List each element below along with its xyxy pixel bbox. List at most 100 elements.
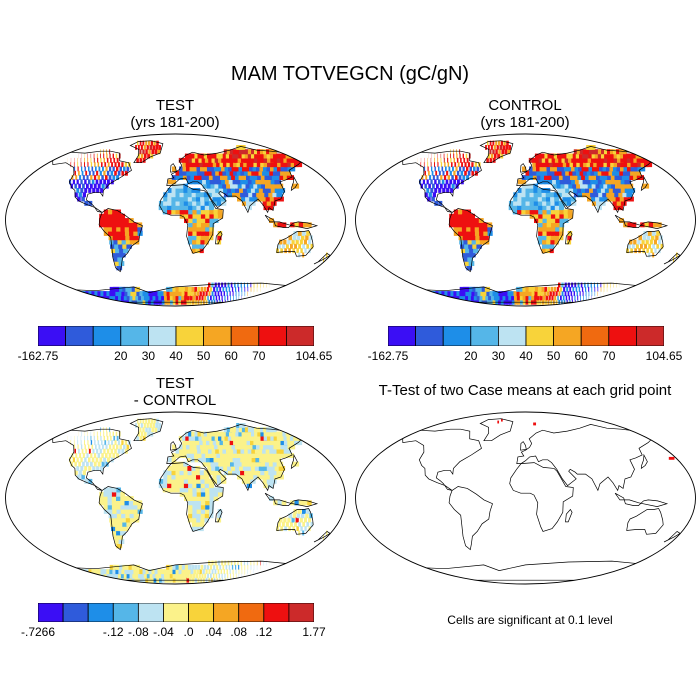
grid-cell xyxy=(615,183,622,189)
panel-title-control-line1: CONTROL xyxy=(488,97,562,114)
grid-cell xyxy=(196,444,202,450)
grid-cell xyxy=(189,295,193,301)
grid-cell xyxy=(525,200,531,206)
grid-cell xyxy=(235,569,237,575)
grid-cell xyxy=(441,179,445,185)
grid-cell xyxy=(461,218,467,223)
grid-cell xyxy=(157,569,162,575)
grid-cell xyxy=(257,196,264,202)
grid-cell xyxy=(187,239,193,245)
grid-cell xyxy=(179,192,185,198)
grid-cell xyxy=(222,286,225,292)
grid-cell xyxy=(145,149,148,155)
grid-cell xyxy=(113,157,116,163)
grid-cell xyxy=(211,157,217,163)
colorbar-swatch xyxy=(388,326,417,346)
grid-cell xyxy=(211,435,217,441)
grid-cell xyxy=(207,573,209,579)
grid-cell xyxy=(107,504,113,510)
grid-cell xyxy=(116,444,119,450)
grid-cell xyxy=(197,453,203,458)
grid-cell xyxy=(101,453,104,458)
grid-cell xyxy=(179,478,185,484)
grid-cell xyxy=(478,218,484,223)
grid-cell xyxy=(208,291,211,297)
grid-cell xyxy=(490,145,493,150)
grid-cell xyxy=(91,457,95,463)
grid-cell xyxy=(576,183,582,189)
grid-cell xyxy=(265,196,272,202)
grid-cell xyxy=(105,453,108,458)
grid-cell xyxy=(522,286,527,292)
grid-cell xyxy=(236,192,242,198)
grid-cell xyxy=(81,166,83,172)
grid-cell xyxy=(80,457,83,463)
grid-cell xyxy=(99,179,103,185)
colorbar-swatch xyxy=(92,326,122,346)
grid-cell xyxy=(596,200,602,206)
grid-cell xyxy=(459,286,466,292)
map-outline xyxy=(5,411,346,585)
grid-cell xyxy=(81,474,85,480)
grid-cell xyxy=(167,466,173,471)
grid-cell xyxy=(647,231,652,236)
grid-cell xyxy=(242,175,249,180)
grid-cell xyxy=(574,157,581,163)
grid-cell xyxy=(633,170,641,176)
grid-cell xyxy=(122,521,128,527)
grid-cell xyxy=(618,192,625,198)
coastlines xyxy=(401,418,681,581)
grid-cell xyxy=(200,448,206,454)
grid-cell xyxy=(235,573,237,579)
colorbar-tick-label: -.12 xyxy=(102,625,124,639)
grid-cell xyxy=(206,183,212,189)
grid-cell xyxy=(196,474,201,480)
grid-cell xyxy=(214,560,217,566)
grid-cell xyxy=(539,162,544,168)
grid-cell xyxy=(517,209,522,215)
grid-cell xyxy=(555,222,560,228)
grid-cell xyxy=(82,470,86,476)
grid-cell xyxy=(90,435,92,441)
grid-cell xyxy=(229,440,236,446)
coastline-australia xyxy=(626,508,664,535)
grid-cell xyxy=(462,252,468,258)
grid-cell xyxy=(97,175,100,180)
grid-cell xyxy=(553,286,557,292)
grid-cell xyxy=(219,188,225,193)
grid-cell xyxy=(70,569,79,575)
grid-cell xyxy=(218,461,224,467)
grid-cell xyxy=(167,209,172,215)
grid-cell xyxy=(296,248,299,254)
grid-cell xyxy=(288,526,291,532)
grid-cell xyxy=(428,183,431,189)
grid-cell xyxy=(453,213,459,219)
grid-cell xyxy=(216,175,222,180)
grid-cell xyxy=(60,295,70,301)
grid-cell xyxy=(215,192,222,198)
grid-cell xyxy=(447,175,450,180)
grid-cell xyxy=(133,291,139,297)
grid-cell xyxy=(111,213,117,219)
grid-cell xyxy=(408,291,417,297)
grid-cell xyxy=(77,295,86,301)
grid-cell xyxy=(221,444,227,450)
grid-cell xyxy=(213,153,219,159)
grid-cell xyxy=(567,209,573,215)
grid-cell xyxy=(298,530,301,536)
grid-cell xyxy=(182,435,187,441)
grid-cell xyxy=(266,466,273,471)
grid-cell xyxy=(514,295,518,301)
grid-cell xyxy=(80,440,82,446)
grid-cell xyxy=(128,218,134,223)
grid-cell xyxy=(640,243,643,249)
grid-cell xyxy=(237,157,244,163)
grid-cell xyxy=(456,153,458,159)
grid-cell xyxy=(238,431,245,437)
grid-cell xyxy=(466,157,469,163)
grid-cell xyxy=(227,157,234,163)
grid-cell xyxy=(220,569,223,575)
grid-cell xyxy=(292,235,297,241)
grid-cell xyxy=(101,175,104,180)
grid-cell xyxy=(199,569,202,575)
